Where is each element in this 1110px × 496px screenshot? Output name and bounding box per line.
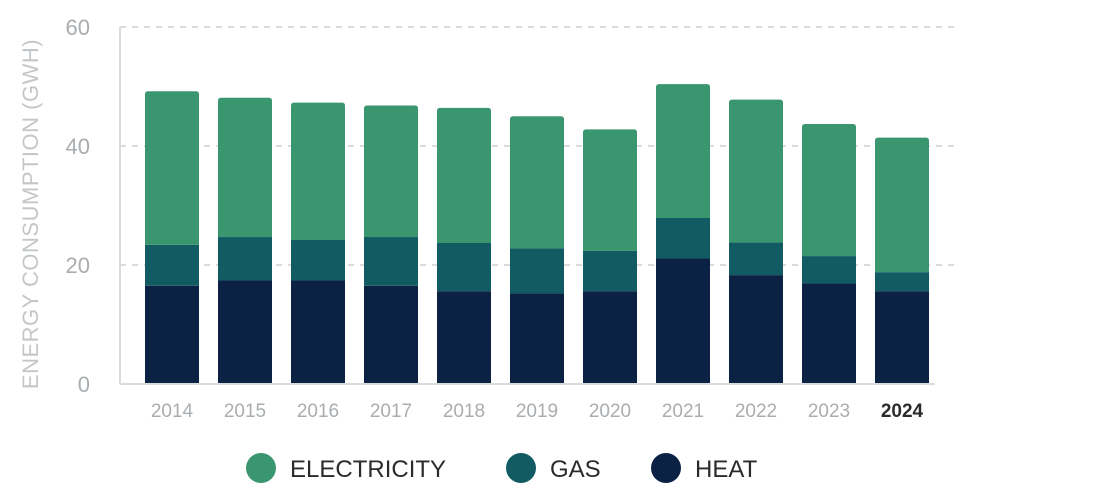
legend-label: HEAT	[695, 456, 758, 483]
bar-segment-heat	[510, 293, 564, 384]
axes	[119, 27, 935, 385]
bar-segment-electricity	[218, 97, 272, 238]
legend-item-heat: HEAT	[651, 453, 758, 483]
bar-segment-gas	[583, 250, 637, 292]
bar-segment-gas	[145, 244, 199, 286]
bar-segment-heat	[364, 285, 418, 384]
bar-segment-gas	[364, 237, 418, 286]
y-tick-label: 0	[78, 372, 90, 397]
bar-stack	[437, 107, 491, 384]
bar-segment-electricity	[437, 107, 491, 243]
bar-segment-heat	[145, 285, 199, 384]
y-tick-label: 60	[66, 15, 90, 40]
bar-stack	[875, 137, 929, 384]
bar-segment-heat	[291, 280, 345, 384]
bar-segment-heat	[583, 291, 637, 384]
legend-item-electricity: ELECTRICITY	[246, 453, 446, 483]
bar-segment-heat	[656, 258, 710, 384]
bar-segment-electricity	[291, 102, 345, 241]
legend: ELECTRICITY GAS HEAT	[246, 453, 758, 483]
bar-segment-gas	[656, 217, 710, 259]
bar-segment-electricity	[510, 116, 564, 249]
bar-stack	[145, 91, 199, 384]
x-tick-label: 2022	[735, 401, 777, 422]
bar-segment-heat	[218, 280, 272, 384]
bar-stack	[802, 123, 856, 384]
legend-swatch	[651, 453, 681, 483]
bar-stack	[583, 129, 637, 384]
bar-segment-electricity	[729, 99, 783, 243]
bar-stack	[218, 97, 272, 384]
bar-segment-electricity	[656, 84, 710, 218]
bar-segment-electricity	[364, 105, 418, 238]
x-tick-label: 2020	[589, 401, 631, 422]
bar-segment-gas	[291, 240, 345, 281]
bar-stack	[364, 105, 418, 384]
x-tick-label: 2017	[370, 401, 412, 422]
legend-item-gas: GAS	[506, 453, 601, 483]
x-tick-label: 2021	[662, 401, 704, 422]
x-tick-label: 2015	[224, 401, 266, 422]
x-tick-label: 2024	[881, 401, 924, 422]
bar-segment-heat	[802, 283, 856, 384]
legend-label: GAS	[550, 456, 601, 483]
bar-segment-electricity	[802, 123, 856, 257]
legend-label: ELECTRICITY	[290, 456, 446, 483]
x-tick-label: 2023	[808, 401, 850, 422]
bar-segment-heat	[875, 291, 929, 384]
legend-swatch	[506, 453, 536, 483]
bar-segment-heat	[729, 275, 783, 384]
y-tick-label: 20	[66, 253, 90, 278]
bar-segment-heat	[437, 291, 491, 384]
bar-stack	[510, 116, 564, 384]
bar-segment-gas	[875, 272, 929, 292]
bar-segment-electricity	[583, 129, 637, 251]
x-tick-labels: 2014 2015 2016 2017 2018 2019 2020 2021 2022 2023…	[151, 401, 924, 422]
bar-segment-gas	[218, 237, 272, 281]
x-tick-label: 2014	[151, 401, 194, 422]
y-tick-label: 40	[66, 134, 90, 159]
bar-segment-gas	[729, 242, 783, 276]
bar-segment-electricity	[875, 137, 929, 273]
bar-segment-gas	[510, 248, 564, 294]
x-tick-label: 2016	[297, 401, 339, 422]
bar-stack	[656, 84, 710, 384]
bar-segment-electricity	[145, 91, 199, 245]
bar-segment-gas	[437, 242, 491, 292]
bar-stack	[291, 102, 345, 384]
y-axis-label: ENERGY CONSUMPTION (GWH)	[18, 39, 43, 389]
x-tick-label: 2019	[516, 401, 558, 422]
legend-swatch	[246, 453, 276, 483]
bar-stack	[729, 99, 783, 384]
bar-segment-gas	[802, 256, 856, 284]
bars	[145, 84, 929, 384]
x-tick-label: 2018	[443, 401, 485, 422]
y-tick-labels: 0 20 40 60	[66, 15, 90, 397]
